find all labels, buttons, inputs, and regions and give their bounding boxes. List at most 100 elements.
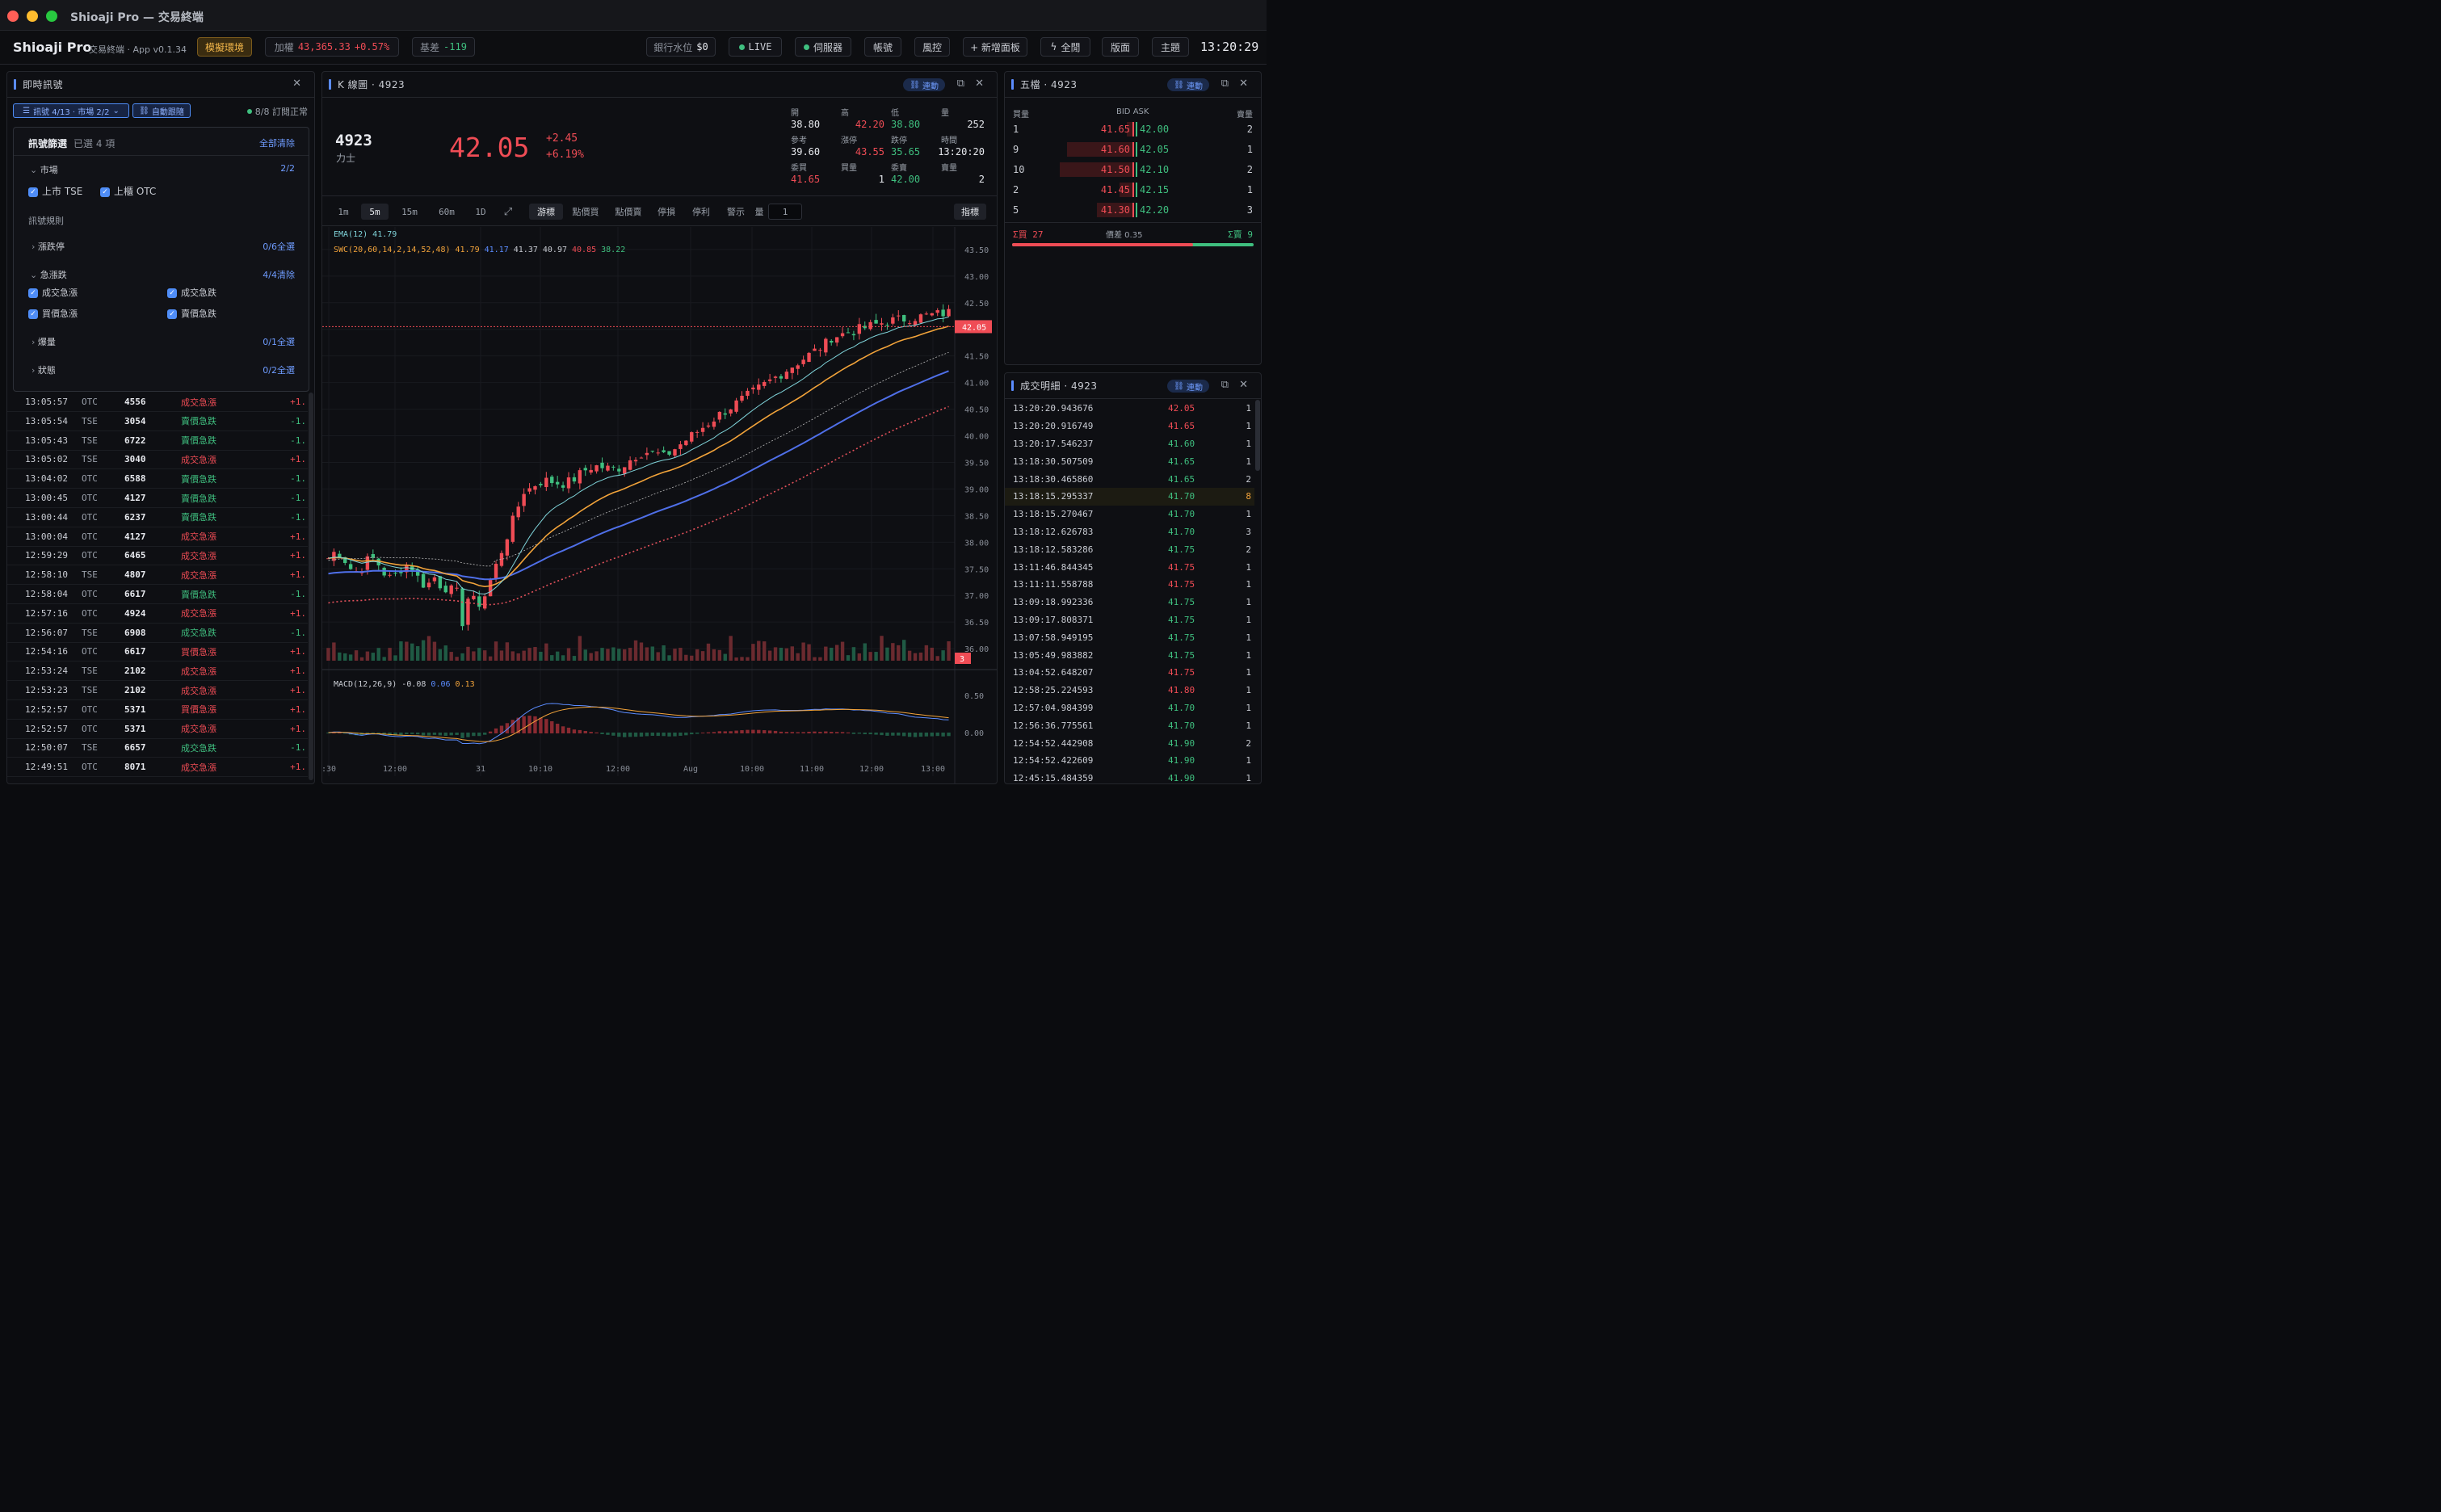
ask-price[interactable]: 42.10 xyxy=(1140,164,1170,175)
candle-body[interactable] xyxy=(399,571,403,573)
candle-body[interactable] xyxy=(421,573,426,588)
candle-body[interactable] xyxy=(589,469,593,473)
candle-body[interactable] xyxy=(550,477,554,484)
candle-body[interactable] xyxy=(851,334,856,336)
candle-body[interactable] xyxy=(907,323,912,325)
candle-body[interactable] xyxy=(667,451,671,455)
candle-body[interactable] xyxy=(472,595,476,599)
candle-body[interactable] xyxy=(343,556,347,564)
candle-body[interactable] xyxy=(516,506,520,518)
link-toggle-button[interactable]: ⛓ 連動 xyxy=(903,78,945,91)
candle-body[interactable] xyxy=(767,379,772,381)
indicators-button[interactable]: 指標 xyxy=(954,204,986,220)
candle-body[interactable] xyxy=(935,310,939,313)
candle-body[interactable] xyxy=(578,470,582,484)
opt-bid-surge-checkbox[interactable]: ✓ 買價急漲 xyxy=(28,307,78,320)
ask-price[interactable]: 42.15 xyxy=(1140,184,1170,195)
bid-price[interactable]: 41.30 xyxy=(1100,204,1130,216)
candle-body[interactable] xyxy=(555,481,560,485)
candle-body[interactable] xyxy=(600,462,604,468)
orderbook-level[interactable]: 5 41.30 42.20 3 xyxy=(1005,200,1261,220)
candle-body[interactable] xyxy=(779,376,784,379)
qty-input[interactable]: 1 xyxy=(768,204,802,220)
market-tse-checkbox[interactable]: ✓ 上市 TSE xyxy=(28,184,82,198)
candle-body[interactable] xyxy=(773,376,778,378)
candle-body[interactable] xyxy=(729,409,733,414)
rule-group-limit-action[interactable]: 0/6全選 xyxy=(263,242,295,252)
candle-body[interactable] xyxy=(885,325,889,326)
candle-body[interactable] xyxy=(662,450,666,452)
interval-5m[interactable]: 5m xyxy=(361,204,389,220)
signal-row[interactable]: 12:52:57 OTC 5371 成交急漲 +1. xyxy=(7,720,308,739)
signal-row[interactable]: 12:50:07 TSE 6657 成交急跌 -1. xyxy=(7,738,308,758)
bid-price[interactable]: 41.65 xyxy=(1100,124,1130,135)
opt-ask-drop-checkbox[interactable]: ✓ 賣價急跌 xyxy=(167,307,216,320)
candle-body[interactable] xyxy=(426,582,431,588)
candle-body[interactable] xyxy=(505,539,510,556)
candle-body[interactable] xyxy=(947,309,951,317)
candle-body[interactable] xyxy=(824,338,828,353)
ask-price[interactable]: 42.00 xyxy=(1140,124,1170,135)
interval-1m[interactable]: 1m xyxy=(338,206,349,217)
candle-body[interactable] xyxy=(830,341,834,343)
close-icon[interactable]: ✕ xyxy=(1239,379,1248,391)
candle-body[interactable] xyxy=(544,477,548,488)
candle-body[interactable] xyxy=(583,468,587,471)
candle-body[interactable] xyxy=(415,569,420,576)
rule-group-surge-action[interactable]: 4/4清除 xyxy=(263,270,295,280)
signal-row[interactable]: 13:05:43 TSE 6722 賣價急跌 -1. xyxy=(7,431,308,451)
close-icon[interactable]: ✕ xyxy=(1239,78,1248,90)
candle-body[interactable] xyxy=(796,365,800,369)
theme-button[interactable]: 主題 xyxy=(1152,37,1189,57)
candle-body[interactable] xyxy=(606,465,610,471)
candle-body[interactable] xyxy=(455,587,459,589)
candle-body[interactable] xyxy=(673,449,677,456)
candle-body[interactable] xyxy=(326,558,330,560)
market-group-toggle[interactable]: ⌄ 市場 xyxy=(30,165,58,175)
candle-body[interactable] xyxy=(561,485,565,488)
signal-row[interactable]: 12:54:16 OTC 6617 買價急漲 +1. xyxy=(7,642,308,662)
bid-price[interactable]: 41.60 xyxy=(1100,144,1130,155)
mode-click-sell[interactable]: 點價賣 xyxy=(615,207,642,217)
candle-body[interactable] xyxy=(897,315,901,317)
candle-body[interactable] xyxy=(834,337,839,343)
opt-trade-drop-checkbox[interactable]: ✓ 成交急跌 xyxy=(167,286,216,299)
signal-row[interactable]: 13:05:57 OTC 4556 成交急漲 +1. xyxy=(7,393,308,412)
candle-body[interactable] xyxy=(901,315,906,321)
candle-body[interactable] xyxy=(477,596,481,607)
candle-body[interactable] xyxy=(527,488,531,492)
candle-body[interactable] xyxy=(717,411,722,420)
orderbook-level[interactable]: 9 41.60 42.05 1 xyxy=(1005,140,1261,160)
mode-stop-loss[interactable]: 停損 xyxy=(658,207,675,217)
candle-body[interactable] xyxy=(863,326,867,329)
candle-body[interactable] xyxy=(633,460,638,462)
risk-button[interactable]: 風控 xyxy=(914,37,950,57)
candle-body[interactable] xyxy=(460,588,464,627)
candle-body[interactable] xyxy=(757,384,761,390)
candle-body[interactable] xyxy=(388,574,392,576)
candle-body[interactable] xyxy=(734,400,738,412)
close-icon[interactable]: ✕ xyxy=(975,78,984,90)
candle-body[interactable] xyxy=(880,323,884,325)
rule-group-status-action[interactable]: 0/2全選 xyxy=(263,365,295,376)
signal-row[interactable]: 12:58:10 TSE 4807 成交急漲 +1. xyxy=(7,565,308,586)
link-toggle-button[interactable]: ⛓ 連動 xyxy=(1167,78,1209,91)
candle-body[interactable] xyxy=(522,494,526,506)
candle-body[interactable] xyxy=(807,352,811,363)
orderbook-level[interactable]: 10 41.50 42.10 2 xyxy=(1005,160,1261,180)
market-otc-checkbox[interactable]: ✓ 上櫃 OTC xyxy=(100,184,156,198)
live-status-button[interactable]: LIVE xyxy=(729,37,782,57)
candle-body[interactable] xyxy=(695,431,700,433)
signal-row[interactable]: 12:52:57 OTC 5371 買價急漲 +1. xyxy=(7,700,308,720)
interval-15m[interactable]: 15m xyxy=(401,206,418,217)
layout-button[interactable]: 版面 xyxy=(1102,37,1139,57)
zoom-window-button[interactable] xyxy=(46,10,57,22)
candle-body[interactable] xyxy=(572,477,577,482)
expand-icon[interactable]: ⤢ xyxy=(503,205,513,218)
auto-follow-button[interactable]: ⛓ 自動跟隨 xyxy=(132,103,191,118)
candle-body[interactable] xyxy=(924,313,929,315)
close-all-button[interactable]: ϟ 全閒 xyxy=(1040,37,1090,57)
candle-body[interactable] xyxy=(533,486,537,490)
rule-group-volume[interactable]: › 爆量 xyxy=(32,337,56,347)
signal-row[interactable]: 13:00:44 OTC 6237 賣價急跌 -1. xyxy=(7,508,308,527)
